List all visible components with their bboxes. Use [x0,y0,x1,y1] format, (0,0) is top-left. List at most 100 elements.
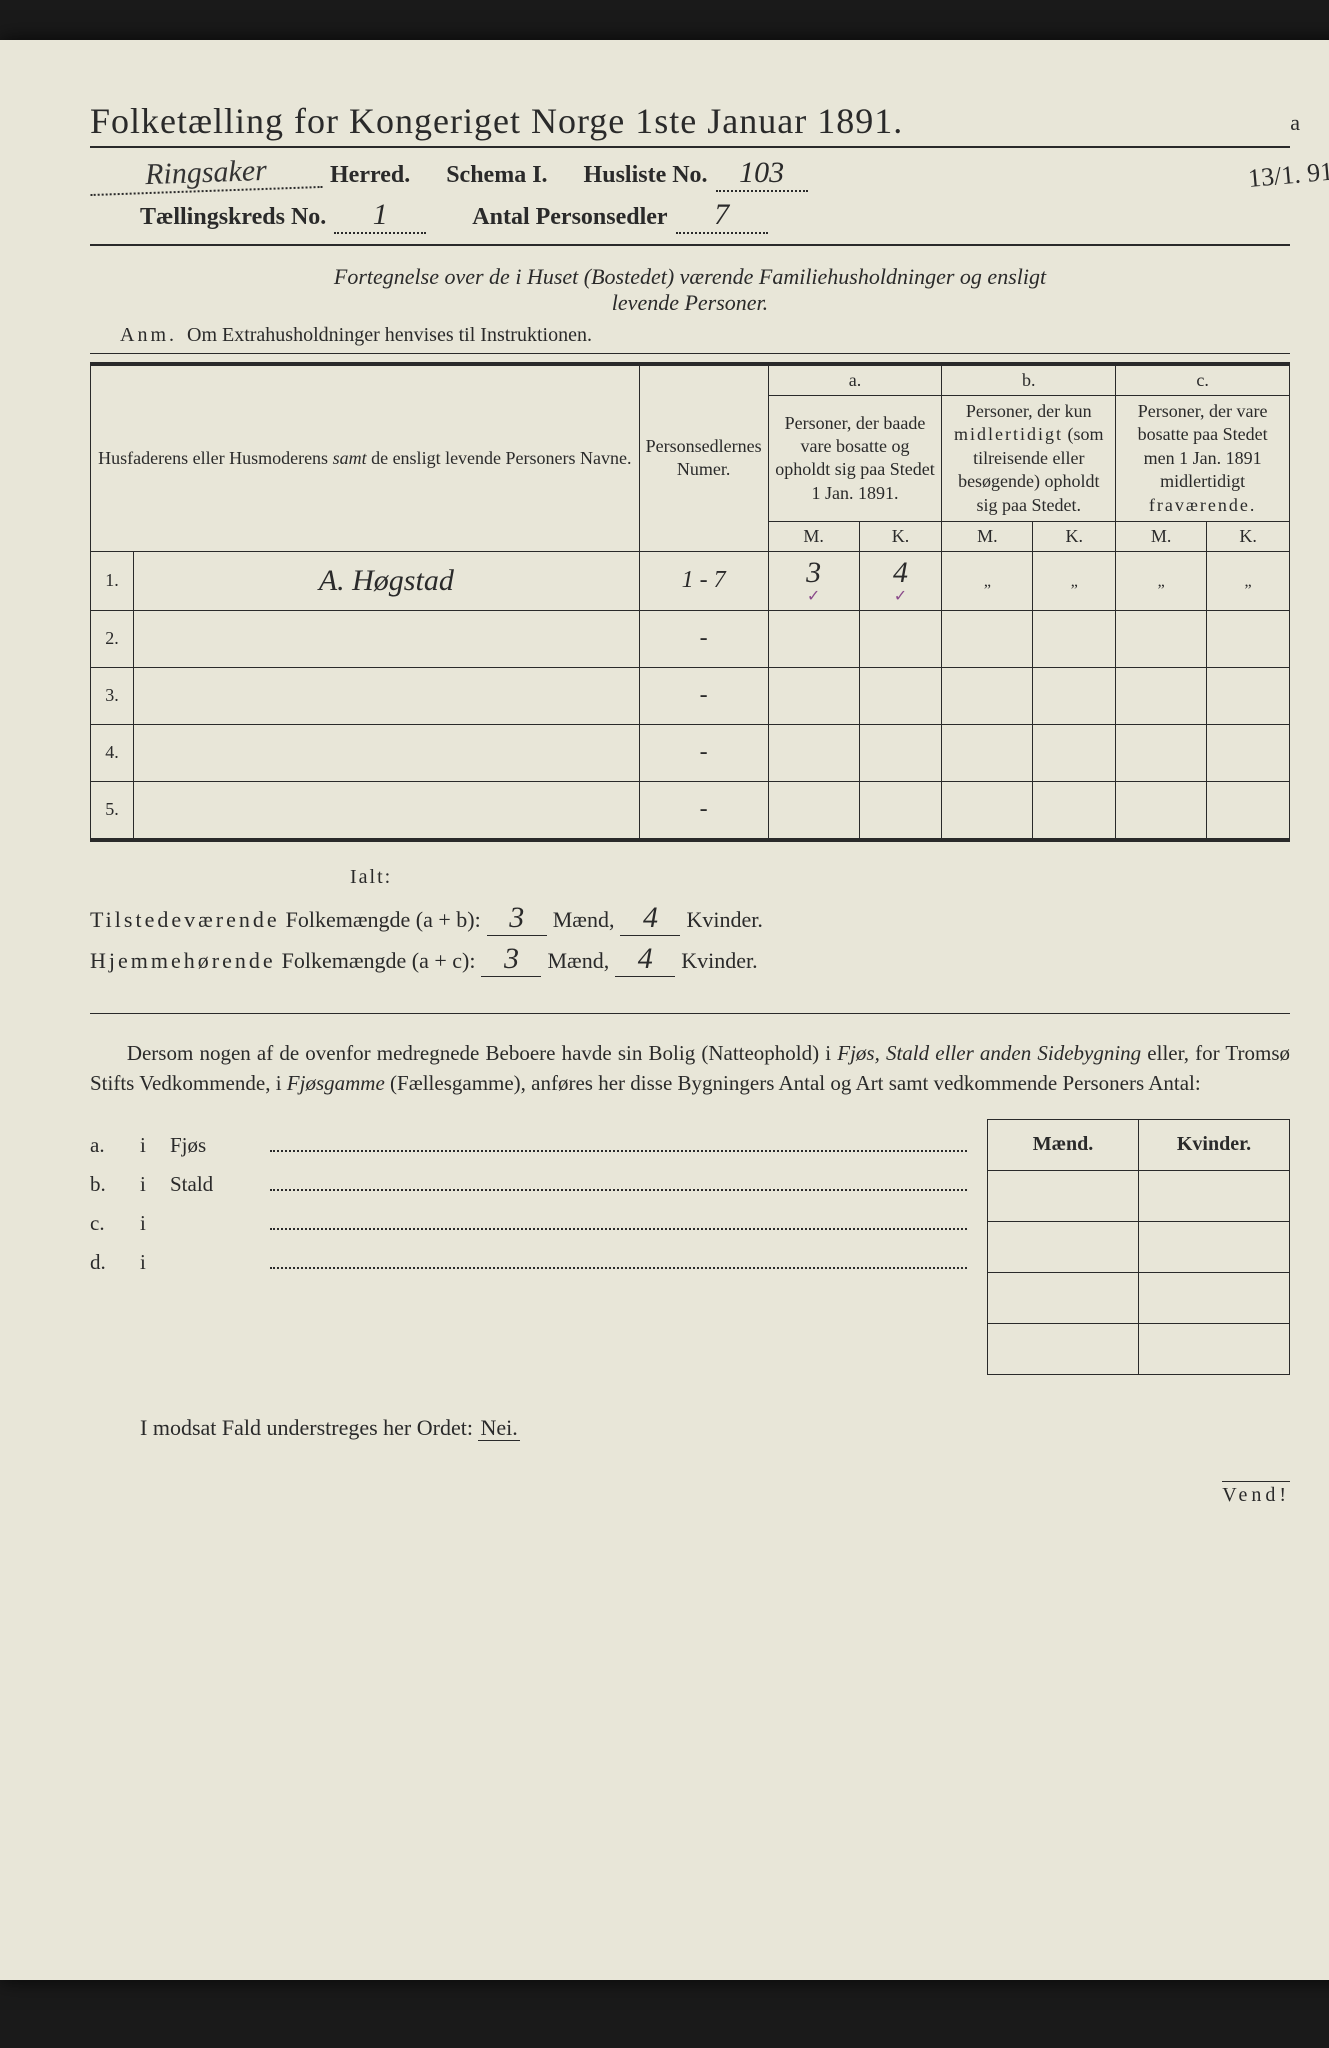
row-am [768,667,859,724]
col-a-desc: Personer, der baade vare bosatte og opho… [768,396,942,522]
kreds-line: Tællingskreds No. 1 Antal Personsedler 7 [90,198,1290,246]
anm-line: Anm. Om Extrahusholdninger henvises til … [90,324,1290,354]
anm-text: Om Extrahusholdninger henvises til Instr… [187,324,592,346]
tilstede-m: 3 [487,901,547,936]
row-numer: - [639,610,768,667]
vend-label: Vend! [1222,1481,1290,1507]
outbuild-mk-table: Mænd. Kvinder. [987,1119,1290,1375]
hjemme-a: Hjemmehørende [90,948,276,974]
outbuilding-paragraph: Dersom nogen af de ovenfor medregnede Be… [90,1038,1290,1099]
ob-lab: b. [90,1172,130,1197]
row-ak [859,781,942,840]
row-numer: - [639,781,768,840]
ob-dots [270,1246,967,1269]
ob-cell [988,1272,1139,1323]
maend-1: Mænd, [553,907,615,933]
col-names-header: Husfaderens eller Husmoderens samt de en… [91,364,640,551]
row-name: A. Høgstad [134,551,640,610]
ob-maend: Mænd. [988,1119,1139,1170]
herred-line: Ringsaker Herred. Schema I. Husliste No.… [90,156,1290,192]
row-am [768,724,859,781]
kvinder-1: Kvinder. [686,907,762,933]
row-num: 4. [91,724,134,781]
ob-type: Stald [170,1172,260,1197]
title-text: Folketælling for Kongeriget Norge 1ste J… [90,100,903,142]
ob-dots [270,1129,967,1152]
nei-word: Nei. [478,1415,519,1441]
col-b-label: b. [942,364,1116,396]
hjemme-m: 3 [481,942,541,977]
ob-cell [988,1221,1139,1272]
ob-cell [988,1170,1139,1221]
row-ck [1207,781,1290,840]
margin-letter: a [1290,110,1300,136]
ob-i: i [140,1211,160,1236]
row-bm [942,667,1033,724]
c-m: M. [1116,521,1207,551]
row-am [768,781,859,840]
row-bk [1033,781,1116,840]
herred-value: Ringsaker [89,152,322,196]
row-bm [942,781,1033,840]
row-cm [1116,667,1207,724]
row-cm [1116,610,1207,667]
ob-cell [1139,1272,1290,1323]
table-row: 5. - [91,781,1290,840]
row-ck: „ [1207,551,1290,610]
ialt-label: Ialt: [350,866,1290,889]
row-ck [1207,667,1290,724]
ob-kvinder: Kvinder. [1139,1119,1290,1170]
col-b-desc: Personer, der kun midlertidigt (som tilr… [942,396,1116,522]
row-bk [1033,610,1116,667]
census-form-page: a 13/1. 91. Folketælling for Kongeriget … [0,40,1329,1980]
anm-label: Anm. [120,324,177,346]
row-cm [1116,724,1207,781]
outbuild-row: d. i [90,1246,967,1275]
ob-i: i [140,1172,160,1197]
b-m: M. [942,521,1033,551]
row-bm: „ [942,551,1033,610]
row-ak: 4✓ [859,551,942,610]
subtitle: Fortegnelse over de i Huset (Bostedet) v… [90,264,1290,316]
row-ak [859,724,942,781]
hjemme-line: Hjemmehørende Folkemængde (a + c): 3 Mæn… [90,942,1290,977]
row-numer: - [639,724,768,781]
row-name [134,667,640,724]
ob-cell [1139,1323,1290,1374]
col-c-desc: Personer, der vare bosatte paa Stedet me… [1116,396,1290,522]
outbuild-row: b. i Stald [90,1168,967,1197]
outbuild-rows: a.iFjøsb.iStaldc.id.i [90,1119,967,1375]
ob-i: i [140,1250,160,1275]
row-ak [859,667,942,724]
schema-label: Schema I. [446,162,547,189]
table-row: 4. - [91,724,1290,781]
row-name [134,724,640,781]
row-num: 1. [91,551,134,610]
herred-label: Herred. [330,162,410,189]
tilstede-a: Tilstedeværende [90,907,280,933]
kreds-label: Tællingskreds No. [140,204,326,231]
row-ck [1207,610,1290,667]
household-table: Husfaderens eller Husmoderens samt de en… [90,362,1290,842]
row-numer: 1 - 7 [639,551,768,610]
col-numer-header: Personsedlernes Numer. [639,364,768,551]
outbuilding-section: a.iFjøsb.iStaldc.id.i Mænd. Kvinder. [90,1119,1290,1375]
col-c-label: c. [1116,364,1290,396]
row-bk [1033,724,1116,781]
ob-dots [270,1168,967,1191]
table-row: 2.- [91,610,1290,667]
b-k: K. [1033,521,1116,551]
row-num: 5. [91,781,134,840]
tilstede-k: 4 [620,901,680,936]
ob-cell [988,1323,1139,1374]
subtitle-1: Fortegnelse over de i Huset (Bostedet) v… [334,264,1046,289]
row-bk [1033,667,1116,724]
title: Folketælling for Kongeriget Norge 1ste J… [90,100,1290,148]
row-name [134,610,640,667]
hjemme-b: Folkemængde (a + c): [282,948,476,974]
kreds-value: 1 [334,198,426,234]
ob-lab: d. [90,1250,130,1275]
nei-line: I modsat Fald understreges her Ordet: Ne… [90,1415,1290,1441]
kvinder-2: Kvinder. [681,948,757,974]
ob-lab: a. [90,1133,130,1158]
